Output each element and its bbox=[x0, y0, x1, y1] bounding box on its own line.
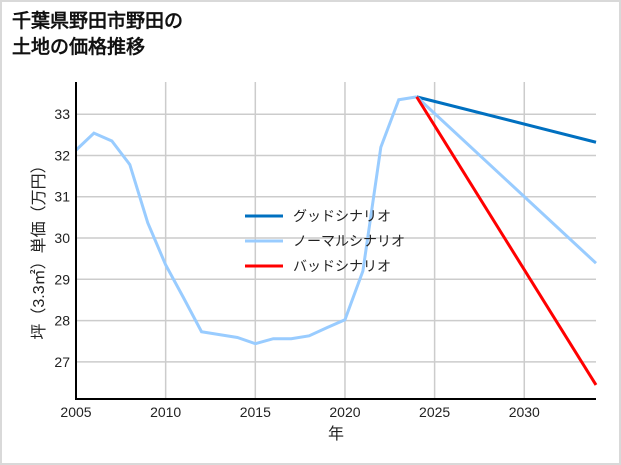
series-line-2 bbox=[415, 95, 598, 265]
x-tick-label: 2015 bbox=[240, 404, 271, 420]
x-tick-label: 2005 bbox=[60, 404, 91, 420]
title-line-1: 千葉県野田市野田の bbox=[12, 10, 184, 32]
y-tick-label: 28 bbox=[54, 313, 70, 329]
x-tick-label: 2030 bbox=[509, 404, 540, 420]
legend-label: グッドシナリオ bbox=[293, 208, 391, 224]
y-axis-label: 坪（3.3㎡）単価（万円） bbox=[30, 157, 48, 339]
y-tick-label: 30 bbox=[54, 230, 70, 246]
y-tick-label: 33 bbox=[54, 106, 70, 122]
series-line-1 bbox=[416, 95, 597, 144]
y-tick-label: 31 bbox=[54, 189, 70, 205]
y-tick-label: 32 bbox=[54, 147, 70, 163]
x-tick-label: 2010 bbox=[150, 404, 181, 420]
y-tick-label: 29 bbox=[54, 271, 70, 287]
title-line-2: 土地の価格推移 bbox=[12, 36, 146, 58]
series-line-3 bbox=[415, 96, 598, 386]
chart-title: 千葉県野田市野田の 土地の価格推移 bbox=[12, 8, 183, 60]
y-tick-label: 27 bbox=[54, 354, 70, 370]
legend-label: ノーマルシナリオ bbox=[293, 233, 405, 249]
x-tick-label: 2025 bbox=[419, 404, 450, 420]
x-axis-label: 年 bbox=[328, 425, 344, 443]
series-line-0 bbox=[74, 95, 417, 346]
x-tick-label: 2020 bbox=[329, 404, 360, 420]
legend-label: バッドシナリオ bbox=[293, 258, 391, 274]
